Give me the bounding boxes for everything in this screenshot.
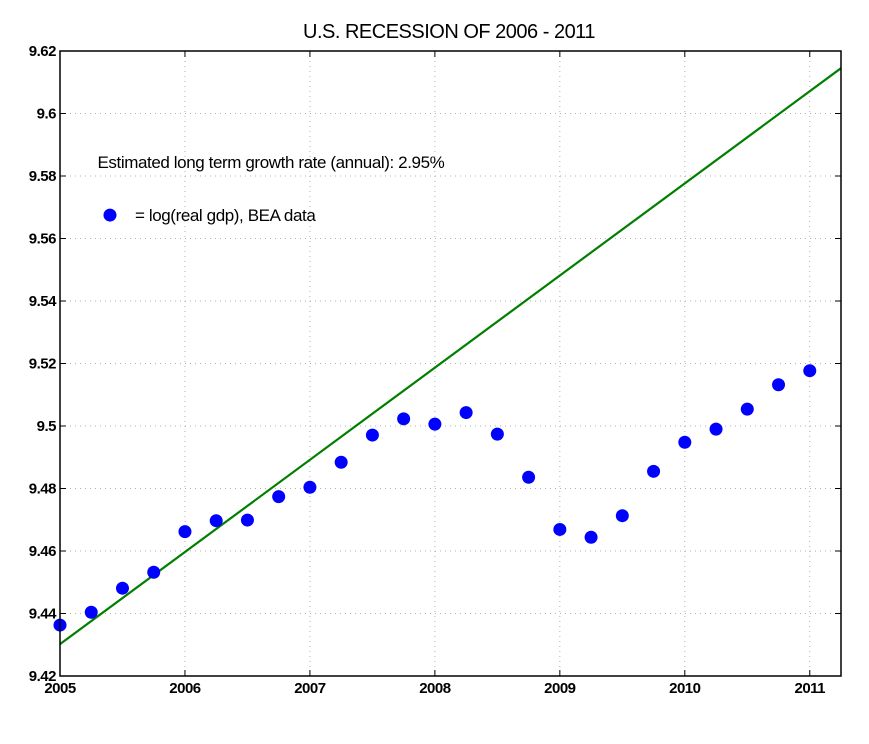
data-point (522, 470, 536, 484)
data-point (647, 464, 661, 478)
x-tick-label: 2011 (794, 680, 825, 697)
data-point (459, 406, 473, 420)
y-tick-label: 9.6 (37, 106, 57, 123)
y-tick-label: 9.62 (29, 43, 56, 60)
legend-marker (103, 208, 117, 222)
data-point (334, 455, 348, 469)
chart-title: U.S. RECESSION OF 2006 - 2011 (303, 21, 595, 43)
data-point (709, 422, 723, 436)
x-tick-label: 2009 (544, 680, 576, 697)
y-tick-label: 9.42 (29, 668, 56, 685)
data-point (490, 427, 504, 441)
data-point (115, 581, 129, 595)
y-tick-label: 9.54 (29, 293, 57, 310)
y-tick-label: 9.44 (29, 606, 57, 623)
data-point (772, 378, 786, 392)
y-tick-label: 9.5 (37, 418, 57, 435)
data-point (303, 480, 317, 494)
x-tick-label: 2008 (419, 680, 451, 697)
data-point (397, 412, 411, 426)
trend-layer (59, 67, 842, 646)
legend-label: = log(real gdp), BEA data (135, 206, 316, 225)
trend-line (59, 67, 842, 646)
data-point (553, 522, 567, 536)
y-tick-label: 9.48 (29, 481, 56, 498)
y-tick-label: 9.56 (29, 231, 56, 248)
data-point (272, 490, 286, 504)
data-point (803, 364, 817, 378)
data-point (615, 509, 629, 523)
data-point (428, 417, 442, 431)
x-tick-label: 2006 (169, 680, 201, 697)
x-tick-label: 2005 (44, 680, 76, 697)
x-tick-label: 2007 (294, 680, 326, 697)
y-tick-label: 9.46 (29, 543, 56, 560)
x-tick-label: 2010 (669, 680, 701, 697)
data-point (365, 428, 379, 442)
y-tick-label: 9.52 (29, 356, 56, 373)
data-point (147, 565, 161, 579)
grid-layer (60, 51, 841, 676)
data-point (740, 402, 754, 416)
data-point (584, 530, 598, 544)
data-point (84, 605, 98, 619)
data-point (678, 435, 692, 449)
points-layer (53, 364, 817, 632)
data-point (240, 513, 254, 527)
growth-rate-annotation: Estimated long term growth rate (annual)… (97, 153, 444, 172)
y-tick-label: 9.58 (29, 168, 56, 185)
data-point (209, 514, 223, 528)
annotation-layer: Estimated long term growth rate (annual)… (97, 153, 445, 225)
data-point (178, 525, 192, 539)
ticks-layer: 2005 2006 2007 2008 2009 2010 2011 9.42 9.44 9.46… (29, 43, 841, 697)
